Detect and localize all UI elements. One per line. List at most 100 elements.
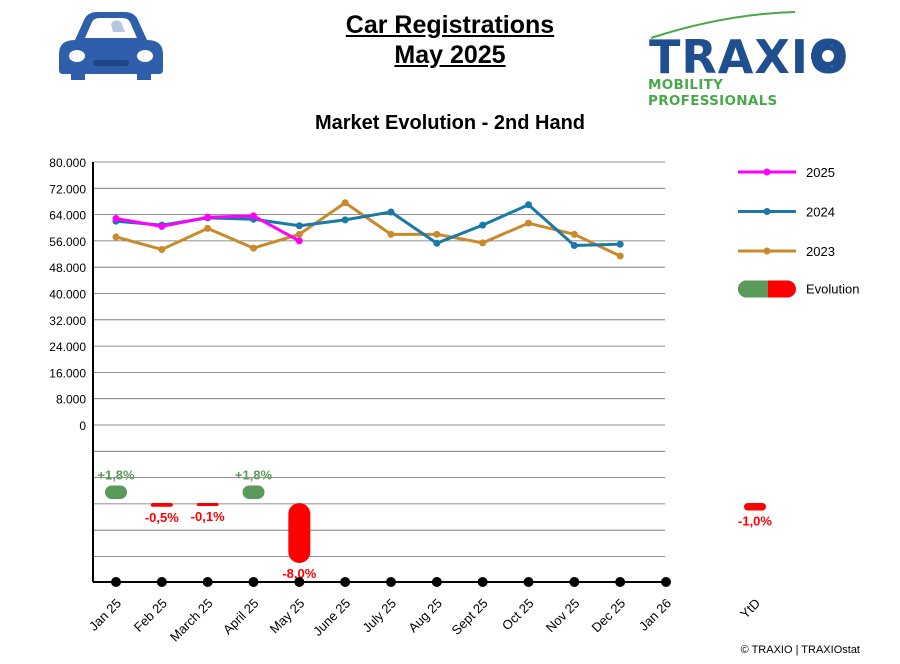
evolution-bar: [288, 503, 311, 563]
brand-logo: TRAXIO MOBILITY PROFESSIONALS: [645, 10, 850, 109]
data-point-2023: [387, 230, 395, 238]
data-point-2023: [295, 230, 303, 238]
evolution-label: -1,0%: [738, 514, 772, 529]
legend-marker-2023: [763, 247, 771, 255]
legend-label-2024: 2024: [806, 205, 835, 220]
y-tick-label: 24.000: [49, 340, 86, 354]
evolution-label: -0,1%: [191, 509, 225, 524]
data-point-2025: [158, 222, 166, 230]
x-tick-label: May 25: [267, 596, 308, 637]
grid-lines: [93, 161, 665, 557]
y-tick-label: 32.000: [49, 314, 86, 328]
data-point-2023: [525, 219, 532, 227]
x-axis-marker: [202, 577, 213, 587]
legend: 2025 2024 2023 Evolution: [738, 165, 859, 298]
legend-label-evolution: Evolution: [806, 282, 859, 297]
y-tick-label: 64.000: [49, 209, 86, 223]
y-tick-label: 80.000: [49, 156, 86, 170]
legend-evolution-swatch-positive: [738, 280, 768, 298]
x-tick-label: Jan 26: [636, 596, 674, 634]
data-point-2023: [204, 224, 212, 232]
copyright-text: © TRAXIO | TRAXIOstat: [740, 644, 860, 656]
y-tick-label: 48.000: [49, 261, 86, 275]
legend-marker-2025: [763, 168, 771, 176]
data-point-2024: [570, 242, 578, 250]
data-point-2023: [250, 244, 257, 252]
x-tick-label: March 25: [167, 596, 216, 645]
data-point-2025: [250, 212, 257, 220]
x-tick-label: Nov 25: [543, 596, 583, 636]
y-tick-label: 72.000: [49, 182, 86, 196]
x-axis-marker: [248, 577, 259, 587]
y-tick-label: 0: [79, 419, 86, 433]
x-tick-label: April 25: [220, 596, 262, 638]
logo-swoosh: [650, 11, 796, 39]
data-point-2024: [433, 239, 441, 247]
x-axis-marker: [477, 577, 488, 587]
data-point-2025: [295, 237, 303, 245]
evolution-bar: [242, 485, 265, 499]
y-tick-label: 56.000: [49, 235, 86, 249]
chart-title: Market Evolution - 2nd Hand: [314, 112, 586, 134]
data-point-2023: [433, 230, 441, 238]
x-axis-marker: [569, 577, 580, 587]
data-point-2024: [479, 221, 487, 229]
evolution-label: +1,8%: [97, 468, 135, 483]
x-tick-label: Aug 25: [405, 596, 445, 636]
series-line-2024: [115, 203, 621, 248]
data-point-2025: [204, 213, 212, 221]
data-point-2024: [341, 216, 349, 224]
evolution-label: -8,0%: [282, 566, 316, 581]
data-point-2024: [387, 208, 395, 216]
x-tick-label: June 25: [310, 596, 353, 639]
gear-icon: [811, 39, 845, 73]
x-tick-label: Oct 25: [499, 596, 537, 634]
data-point-2025: [112, 215, 120, 223]
data-point-2024: [295, 222, 303, 230]
legend-label-2025: 2025: [806, 165, 835, 180]
x-axis-marker: [431, 577, 442, 587]
x-axis-marker: [386, 577, 396, 587]
title-line-2: May 2025: [394, 41, 506, 69]
data-point-2023: [616, 252, 624, 260]
evolution-bar: [105, 485, 127, 499]
data-point-2024: [616, 240, 624, 248]
y-tick-label: 8.000: [56, 393, 86, 407]
x-tick-label: Sept 25: [448, 596, 490, 638]
evolution-bar: [196, 503, 219, 506]
data-point-2023: [479, 239, 487, 247]
evolution-label: +1,8%: [235, 468, 273, 483]
data-point-2023: [112, 233, 120, 241]
x-tick-label: Dec 25: [589, 596, 629, 636]
data-point-2023: [158, 245, 166, 253]
legend-marker-2024: [763, 208, 771, 215]
car-icon: [59, 12, 163, 80]
y-tick-label: 40.000: [49, 288, 86, 302]
x-tick-label: Feb 25: [131, 596, 170, 635]
y-tick-label: 16.000: [49, 366, 86, 380]
x-axis-marker: [111, 577, 121, 587]
data-point-2023: [570, 230, 578, 238]
evolution-bar: [744, 503, 766, 511]
evolution-bar: [150, 503, 173, 507]
title-line-1: Car Registrations: [345, 11, 555, 39]
evolution-label: -0,5%: [145, 510, 179, 525]
x-axis-marker: [661, 577, 671, 587]
data-point-2023: [341, 199, 349, 207]
brand-tagline: MOBILITY PROFESSIONALS: [648, 77, 778, 109]
series-lines: [112, 199, 624, 260]
page-title: Car Registrations May 2025: [0, 10, 900, 70]
evolution-bars: +1,8% -0,5% -0,1% +1,8% -8,0% -1,0%: [97, 468, 772, 582]
x-axis-marker: [294, 577, 305, 587]
series-line-2023: [115, 201, 621, 258]
x-tick-label: Jan 25: [86, 596, 124, 634]
x-axis-marker: [615, 577, 626, 587]
legend-label-2023: 2023: [806, 244, 835, 259]
x-tick-label-ytd: YtD: [737, 596, 763, 622]
x-axis-marker: [523, 577, 534, 587]
data-point-2024: [525, 201, 532, 209]
x-tick-label: July 25: [359, 596, 399, 636]
x-axis-marker: [340, 577, 351, 587]
